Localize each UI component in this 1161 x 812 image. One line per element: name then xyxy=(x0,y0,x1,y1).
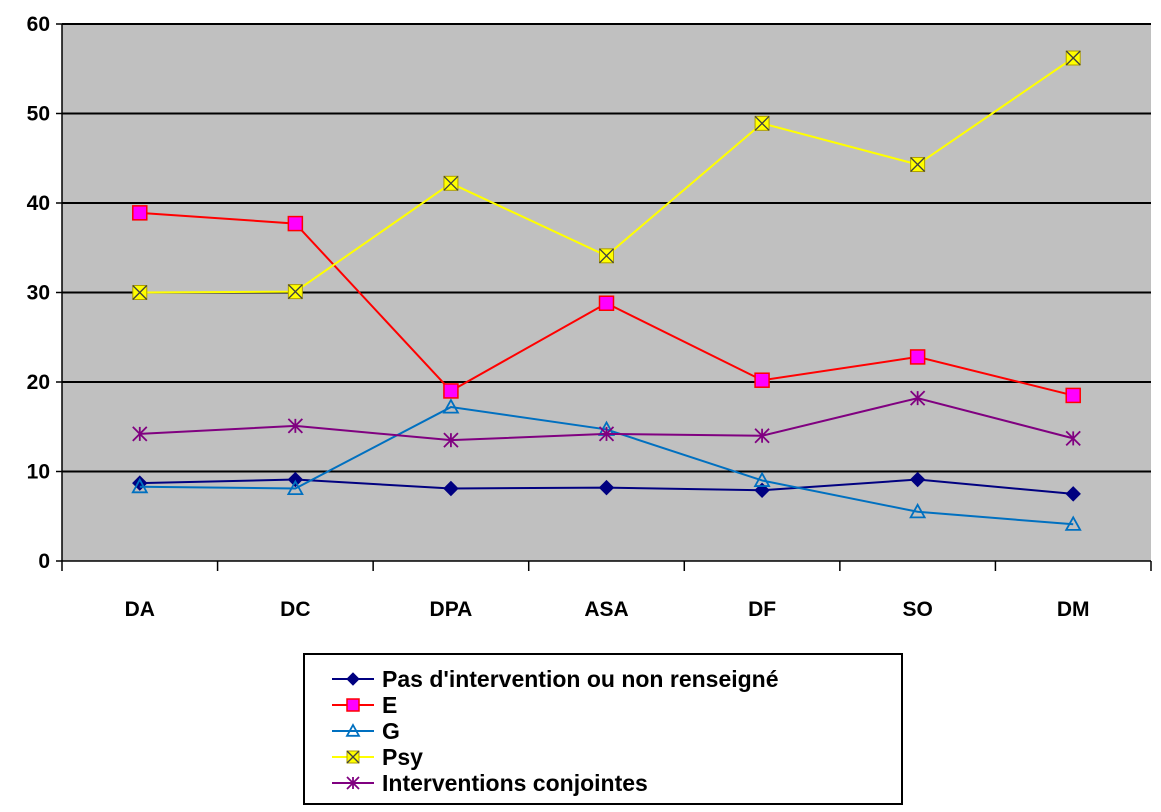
data-point xyxy=(443,480,459,497)
data-point xyxy=(598,426,615,442)
legend-marker xyxy=(346,698,360,712)
data-point xyxy=(1064,515,1082,531)
data-point xyxy=(910,390,926,406)
legend-item: Psy xyxy=(332,744,423,770)
x-tick-label: DPA xyxy=(430,598,473,621)
y-tick-label: 60 xyxy=(27,13,50,36)
series-4 xyxy=(132,50,1081,300)
marker-cross xyxy=(346,750,360,764)
data-point xyxy=(287,471,304,488)
legend-box xyxy=(303,653,903,805)
x-tick-label: DC xyxy=(280,598,310,621)
legend-label: G xyxy=(382,718,400,744)
y-tick-label: 40 xyxy=(27,192,50,215)
series-5 xyxy=(132,390,1081,448)
marker-cross xyxy=(754,115,770,131)
marker-cross xyxy=(443,175,459,191)
legend-marker xyxy=(346,750,360,764)
legend-item: E xyxy=(332,692,397,718)
data-point xyxy=(909,471,926,488)
data-point xyxy=(910,157,926,173)
data-point xyxy=(287,284,303,300)
marker-cross xyxy=(599,248,614,264)
legend-item: G xyxy=(332,718,400,744)
series-group xyxy=(131,50,1082,531)
marker-cross xyxy=(287,284,303,300)
x-tick-label: DA xyxy=(125,598,155,621)
series-2 xyxy=(132,205,1081,404)
data-point xyxy=(132,426,148,442)
x-tick-label: SO xyxy=(902,598,932,621)
data-point xyxy=(132,205,148,221)
legend-label: Interventions conjointes xyxy=(382,770,648,796)
legend-label: Psy xyxy=(382,744,423,770)
y-tick-label: 30 xyxy=(27,282,50,305)
data-point xyxy=(598,479,615,496)
data-point xyxy=(443,432,459,448)
x-tick-label: DM xyxy=(1057,598,1090,621)
x-tick-label: DF xyxy=(748,598,776,621)
legend-item: Pas d'intervention ou non renseigné xyxy=(332,666,779,692)
x-tick-label: ASA xyxy=(584,598,628,621)
y-tick-label: 10 xyxy=(27,461,50,484)
y-tick-label: 20 xyxy=(27,371,50,394)
data-point xyxy=(909,502,927,519)
data-point xyxy=(753,471,771,487)
data-point xyxy=(1065,486,1081,502)
axes: 0 10 20 30 40 50 60 DA DC DPA ASA DF SO DM xyxy=(27,13,1152,621)
data-point xyxy=(132,285,148,300)
data-point xyxy=(754,115,770,131)
legend-item: Interventions conjointes xyxy=(332,770,648,796)
data-point xyxy=(598,295,615,311)
data-point xyxy=(1065,387,1081,404)
legend-marker xyxy=(346,776,360,790)
data-point xyxy=(754,372,770,388)
data-point xyxy=(599,248,614,264)
data-point xyxy=(443,383,459,399)
y-tick-label: 0 xyxy=(38,550,50,573)
data-point xyxy=(1065,50,1081,66)
data-point xyxy=(754,428,770,444)
data-point xyxy=(1065,430,1081,447)
data-point xyxy=(286,479,304,496)
data-point xyxy=(131,477,149,494)
data-point xyxy=(287,418,303,434)
data-point xyxy=(442,398,460,414)
y-tick-label: 50 xyxy=(27,103,50,126)
data-point xyxy=(443,175,459,191)
marker-cross xyxy=(910,157,926,172)
legend: Pas d'intervention ou non renseignéEGPsy… xyxy=(303,653,903,805)
legend-marker xyxy=(346,672,360,686)
data-point xyxy=(909,349,926,365)
marker-cross xyxy=(132,285,148,300)
legend-label: Pas d'intervention ou non renseigné xyxy=(382,666,779,692)
marker-cross xyxy=(1065,50,1081,66)
legend-label: E xyxy=(382,692,397,718)
legend-marker xyxy=(345,723,361,737)
data-point xyxy=(287,215,304,232)
